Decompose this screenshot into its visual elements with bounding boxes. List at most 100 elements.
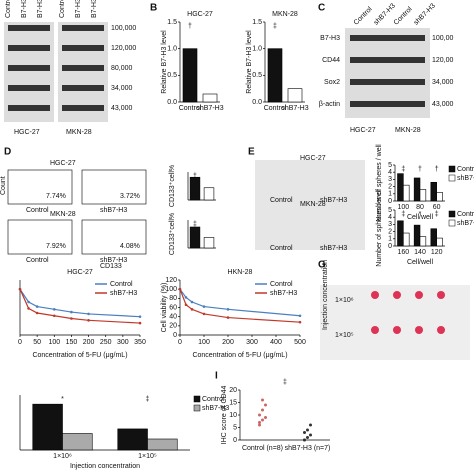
band <box>8 105 50 111</box>
axis-label: Cell/well <box>407 214 434 221</box>
band <box>350 79 425 85</box>
x-tick-label: shB7-H3 <box>281 105 308 112</box>
panel-letter: G <box>318 260 326 271</box>
legend-label: Control <box>457 211 474 218</box>
size-label: 100,000 <box>111 25 136 32</box>
line <box>179 288 301 323</box>
lane-label: Control <box>393 5 414 26</box>
annotation: ‡ <box>193 221 197 228</box>
point <box>298 314 302 318</box>
legend-swatch <box>193 404 201 412</box>
x-tick-label: 160 <box>397 249 409 256</box>
annotation: ‡ <box>273 23 277 30</box>
annotation: ‡ <box>435 211 439 218</box>
photo-label: Control <box>270 197 293 204</box>
axis-label: Cell/well <box>407 259 434 266</box>
x-tick-label: 500 <box>294 339 306 346</box>
x-tick-label: 0 <box>178 339 182 346</box>
point <box>87 312 90 316</box>
x-tick-label: 300 <box>246 339 258 346</box>
point <box>190 308 194 311</box>
percent: 3.72% <box>120 193 140 200</box>
point <box>87 319 90 322</box>
annotation: * <box>61 396 64 403</box>
size-label: 34,000 <box>111 85 133 92</box>
axis-label: Injection concentration <box>70 463 140 470</box>
lane-label: B7-H3 si-1 <box>75 0 82 18</box>
bar <box>189 226 201 249</box>
axis-label: Concentration of 5-FU (μg/mL) <box>192 352 287 359</box>
row-label: 1×10⁶ <box>335 297 354 304</box>
x-tick-label: shB7-H3 <box>196 105 223 112</box>
annotation: † <box>418 166 422 173</box>
plot-label: shB7-H3 <box>100 207 127 214</box>
axis-label: CD133 <box>100 263 122 270</box>
axis-label: Number of spheres / well <box>376 189 383 267</box>
x-tick-label: 100 <box>48 339 60 346</box>
y-tick-label: 5 <box>233 424 237 431</box>
point <box>184 296 188 299</box>
panel-letter: B <box>150 3 157 14</box>
y-tick-label: 15 <box>229 399 237 406</box>
legend-swatch <box>193 395 201 403</box>
panel-letter: E <box>248 147 255 158</box>
point <box>303 438 306 442</box>
bar <box>419 189 427 202</box>
bar <box>430 228 437 247</box>
point <box>309 423 312 427</box>
y-tick-label: 1.5 <box>167 19 177 26</box>
y-tick-label: 5 <box>388 162 392 169</box>
tumor <box>393 291 401 299</box>
band <box>62 45 104 51</box>
panel-letter: D <box>4 147 11 158</box>
point <box>258 413 261 417</box>
y-tick-label: 0 <box>233 437 237 444</box>
bar <box>403 184 410 202</box>
y-tick-label: 20 <box>169 323 177 330</box>
axis-label: CD133⁺cell% <box>169 213 176 255</box>
bar <box>117 428 148 451</box>
row-label: B7-H3 <box>320 35 340 42</box>
legend-label: Control <box>270 281 293 288</box>
size-label: 120,000 <box>111 45 136 52</box>
y-tick-label: 60 <box>169 304 177 311</box>
annotation: † <box>435 166 439 173</box>
band <box>8 85 50 91</box>
point <box>138 315 142 318</box>
point <box>70 317 73 320</box>
tumor <box>415 291 423 299</box>
y-tick-label: 5 <box>388 207 392 214</box>
size-label: 100,00 <box>432 35 454 42</box>
x-tick-label: shB7-H3 (n=7) <box>285 445 331 452</box>
group-label: HGC-27 <box>14 129 40 136</box>
y-tick-label: 0 <box>173 332 177 339</box>
annotation: ‡ <box>146 396 150 403</box>
annotation: ‡ <box>401 211 405 218</box>
y-tick-label: 0.0 <box>167 99 177 106</box>
lane-label: Control <box>5 0 12 18</box>
y-tick-label: 3 <box>388 221 392 228</box>
point <box>303 431 306 434</box>
y-tick-label: 100 <box>165 286 177 293</box>
x-tick-label: 200 <box>83 339 95 346</box>
legend-label: shB7-H3 <box>457 175 474 182</box>
axis-label: Count <box>0 176 7 195</box>
axis-label: Cell viability (%) <box>161 283 168 333</box>
x-tick-label: 1×10⁶ <box>53 453 72 460</box>
row-label: β-actin <box>319 101 340 108</box>
y-tick-label: 80 <box>169 295 177 302</box>
group-label: MKN-28 <box>395 127 421 134</box>
flow-plot <box>7 169 73 205</box>
point <box>264 403 267 407</box>
photo-label: shB7-H3 <box>320 245 347 252</box>
y-tick-label: 1.5 <box>252 19 262 26</box>
chart-title: HKN-28 <box>228 269 253 276</box>
bar <box>267 48 283 103</box>
y-tick-label: 1 <box>388 191 392 198</box>
x-tick-label: 200 <box>222 339 234 346</box>
y-tick-label: 4 <box>388 214 392 221</box>
plot-label: Control <box>26 207 49 214</box>
bar <box>182 48 198 103</box>
point <box>27 300 30 304</box>
lane-label: shB7-H3 <box>413 2 437 26</box>
